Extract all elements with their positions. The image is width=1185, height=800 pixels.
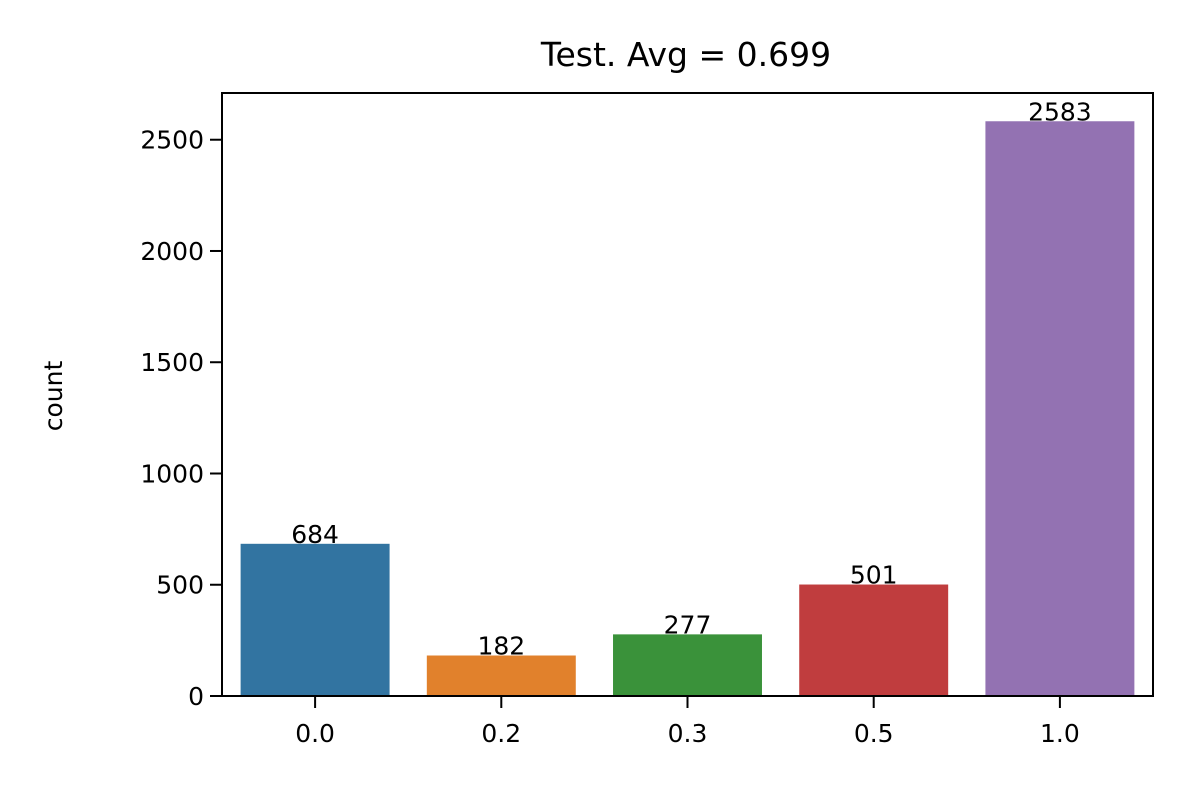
x-tick-label: 0.5 — [854, 719, 894, 748]
x-axis: 0.0 0.2 0.3 0.5 1.0 — [295, 696, 1080, 748]
bar — [426, 655, 576, 696]
y-tick-label: 0 — [188, 682, 204, 711]
bar — [799, 584, 949, 696]
data-label: 684 — [291, 520, 339, 549]
chart-title: Test. Avg = 0.699 — [540, 35, 831, 74]
x-tick-label: 1.0 — [1040, 719, 1080, 748]
data-label: 277 — [664, 610, 712, 639]
data-label: 501 — [850, 561, 898, 590]
data-label: 182 — [477, 632, 525, 661]
x-tick-label: 0.3 — [668, 719, 708, 748]
y-axis-label: count — [39, 361, 68, 432]
plot-frame — [221, 92, 1154, 697]
data-label: 2583 — [1028, 97, 1092, 126]
y-tick-label: 1000 — [140, 459, 204, 488]
y-tick-label: 500 — [156, 571, 204, 600]
x-tick-label: 0.2 — [481, 719, 521, 748]
y-axis: 0 500 1000 1500 2000 2500 — [140, 126, 222, 711]
y-tick-label: 1500 — [140, 348, 204, 377]
x-tick-label: 0.0 — [295, 719, 335, 748]
bars-group — [240, 121, 1135, 697]
bar — [240, 543, 390, 696]
y-tick-label: 2500 — [140, 126, 204, 155]
data-labels-group: 684 182 277 501 2583 — [291, 97, 1091, 660]
bar — [985, 121, 1135, 697]
bar — [613, 634, 762, 696]
y-tick-label: 2000 — [140, 237, 204, 266]
